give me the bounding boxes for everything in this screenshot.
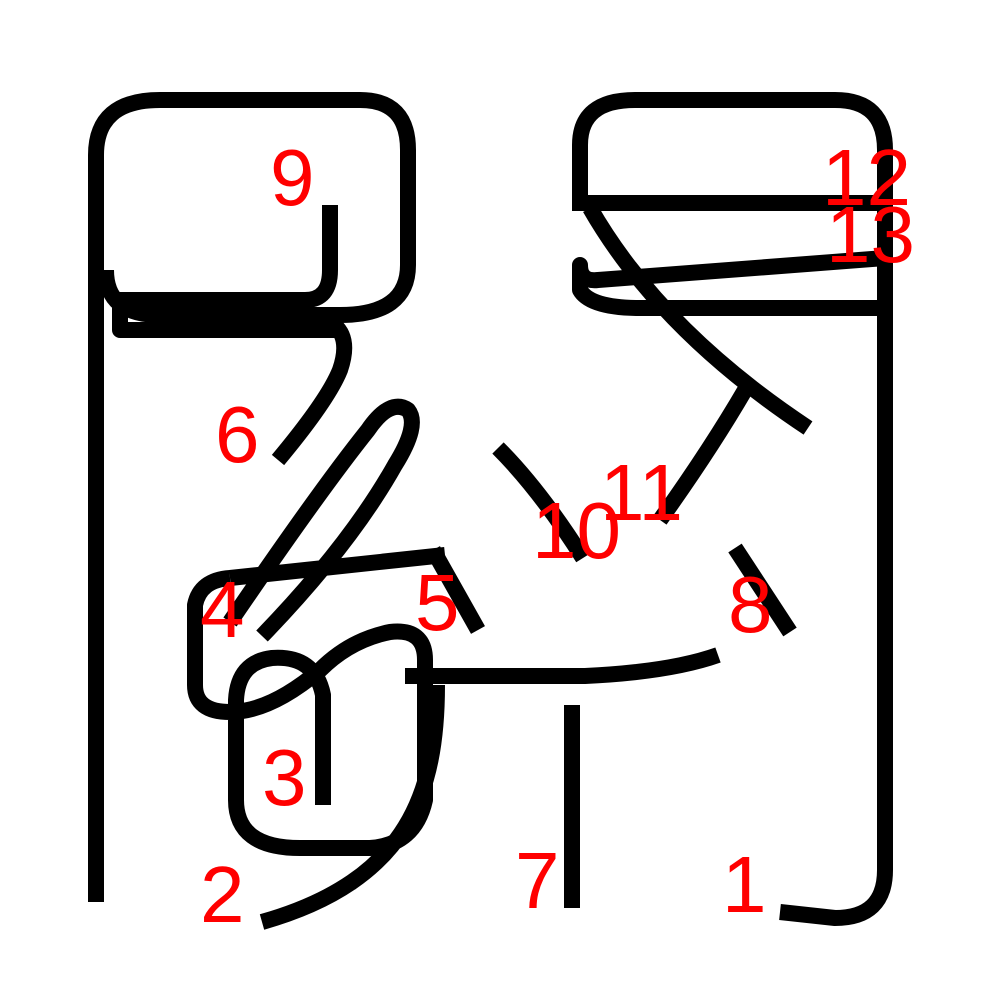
stroke-1 bbox=[572, 92, 893, 926]
stroke-13 bbox=[572, 250, 886, 316]
stroke-11-branch bbox=[653, 385, 752, 525]
stroke-label-4: 4 bbox=[200, 565, 245, 654]
stroke-label-1: 1 bbox=[722, 840, 767, 929]
stroke-label-11: 11 bbox=[600, 448, 683, 537]
stroke-6 bbox=[223, 398, 420, 642]
stroke-label-9: 9 bbox=[270, 133, 315, 222]
stroke-5 bbox=[426, 546, 485, 634]
stroke-6-upper bbox=[271, 315, 353, 466]
stroke-9-hook bbox=[112, 205, 338, 338]
stroke-8 bbox=[405, 647, 721, 684]
stroke-8-tick bbox=[728, 543, 797, 637]
stroke-9 bbox=[88, 92, 416, 902]
stroke-3 bbox=[187, 570, 433, 856]
stroke-10 bbox=[492, 442, 590, 563]
stroke-label-5: 5 bbox=[415, 558, 460, 647]
stroke-label-3: 3 bbox=[262, 733, 307, 822]
stroke-label-10: 10 bbox=[532, 486, 621, 575]
stroke-11 bbox=[583, 204, 813, 435]
stroke-label-6: 6 bbox=[215, 390, 260, 479]
stroke-label-7: 7 bbox=[515, 836, 560, 925]
stroke-label-12: 12 bbox=[822, 133, 911, 222]
stroke-label-8: 8 bbox=[728, 560, 773, 649]
stroke-label-2: 2 bbox=[200, 850, 245, 939]
stroke-label-13: 13 bbox=[826, 190, 915, 279]
